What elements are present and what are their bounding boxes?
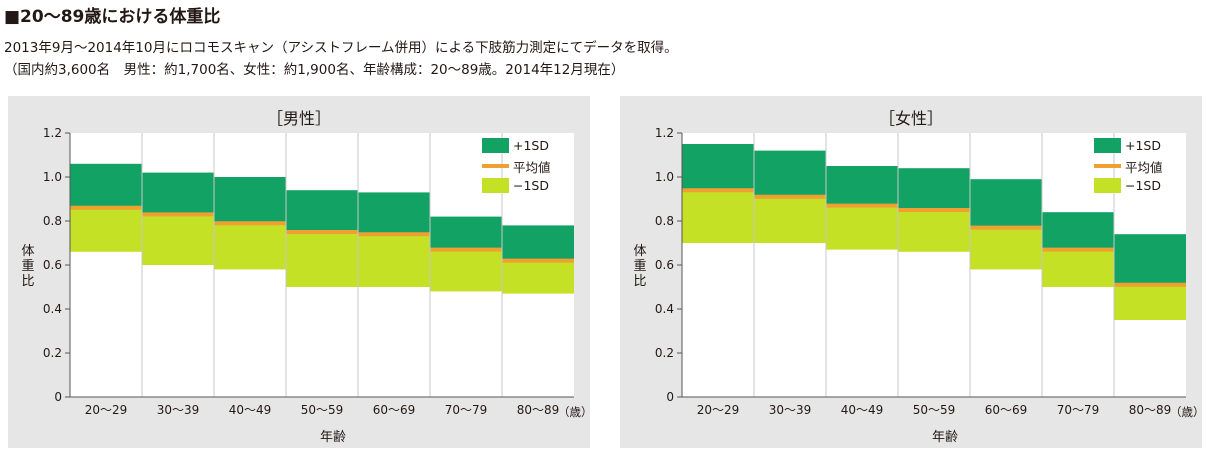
- bar-plus-sd-female-2: [826, 166, 898, 206]
- x-tick-label-male-6: 80～89: [517, 403, 560, 417]
- x-tick-label-female-4: 60～69: [985, 403, 1028, 417]
- bar-minus-sd-male-1: [142, 214, 214, 265]
- chart-panel-male: 0 0.2 0.4 0.6 0.8 1.0 1.2 20～29 30～39 40～49 50～59 6…: [8, 96, 593, 448]
- y-tick-label-female-1: 0.2: [655, 346, 674, 360]
- legend-swatch-minus-sd: [482, 178, 509, 193]
- x-tick-label-male-0: 20～29: [85, 403, 128, 417]
- bar-minus-sd-female-1: [754, 196, 826, 243]
- legend-label-minus-sd: −1SD: [1125, 178, 1161, 193]
- bar-minus-sd-male-2: [214, 223, 286, 270]
- y-tick-label-male-6: 1.2: [43, 126, 62, 140]
- x-tick-label-female-1: 30～39: [769, 403, 812, 417]
- legend-swatch-minus-sd: [1094, 178, 1121, 193]
- y-tick-label-female-5: 1.0: [655, 170, 674, 184]
- x-axis-label-male: 年齢: [319, 430, 346, 445]
- y-tick-label-male-1: 0.2: [43, 346, 62, 360]
- chart-svg-male: 0 0.2 0.4 0.6 0.8 1.0 1.2 20～29 30～39 40～49 50～59 6…: [43, 126, 574, 417]
- y-tick-label-female-6: 1.2: [655, 126, 674, 140]
- x-tick-label-female-2: 40～49: [841, 403, 884, 417]
- bar-minus-sd-female-5: [1042, 249, 1114, 287]
- bar-plus-sd-male-6: [502, 225, 574, 261]
- y-tick-label-male-4: 0.8: [43, 214, 62, 228]
- legend-label-mean: 平均値: [1125, 160, 1163, 175]
- x-axis-unit-female: （歳）: [1170, 405, 1205, 419]
- y-axis-label-male: 体重比: [21, 244, 35, 289]
- legend-swatch-plus-sd: [482, 138, 509, 153]
- y-tick-label-male-5: 1.0: [43, 170, 62, 184]
- bar-plus-sd-male-1: [142, 172, 214, 215]
- bar-minus-sd-female-2: [826, 205, 898, 250]
- bar-plus-sd-female-4: [970, 179, 1042, 228]
- bar-plus-sd-male-0: [70, 163, 142, 208]
- bar-minus-sd-female-4: [970, 227, 1042, 270]
- y-tick-label-male-2: 0.4: [43, 302, 62, 316]
- legend-swatch-mean: [482, 164, 509, 168]
- bar-minus-sd-male-3: [286, 232, 358, 287]
- bar-plus-sd-female-0: [682, 144, 754, 191]
- chart-title-female: ［女性］: [878, 109, 943, 128]
- chart-panel-female: 0 0.2 0.4 0.6 0.8 1.0 1.2 20～29 30～39 40～49 50～59 6…: [620, 96, 1205, 448]
- bar-plus-sd-female-5: [1042, 212, 1114, 250]
- bar-minus-sd-male-6: [502, 260, 574, 294]
- chart-svg-female: 0 0.2 0.4 0.6 0.8 1.0 1.2 20～29 30～39 40～49 50～59 6…: [655, 126, 1186, 417]
- y-axis-label-female: 体重比: [633, 244, 647, 289]
- bar-minus-sd-male-4: [358, 234, 430, 287]
- y-tick-label-male-3: 0.6: [43, 258, 62, 272]
- page-title: ■20～89歳における体重比: [4, 7, 221, 27]
- x-tick-label-male-3: 50～59: [301, 403, 344, 417]
- description-line-2: （国内約3,600名 男性：約1,700名、女性：約1,900名、年齢構成：20…: [4, 62, 625, 78]
- legend-label-plus-sd: +1SD: [1125, 138, 1161, 153]
- x-tick-label-female-5: 70～79: [1057, 403, 1100, 417]
- x-axis-label-female: 年齢: [931, 430, 958, 445]
- bar-plus-sd-female-3: [898, 168, 970, 210]
- y-tick-label-female-4: 0.8: [655, 214, 674, 228]
- legend-label-minus-sd: −1SD: [513, 178, 549, 193]
- x-tick-label-female-0: 20～29: [697, 403, 740, 417]
- bar-minus-sd-male-5: [430, 249, 502, 292]
- x-tick-label-male-4: 60～69: [373, 403, 416, 417]
- bar-minus-sd-female-6: [1114, 284, 1186, 320]
- legend-swatch-mean: [1094, 164, 1121, 168]
- chart-title-male: ［男性］: [266, 109, 331, 128]
- y-tick-label-female-3: 0.6: [655, 258, 674, 272]
- bar-minus-sd-female-3: [898, 210, 970, 252]
- x-tick-label-male-5: 70～79: [445, 403, 488, 417]
- x-tick-label-female-6: 80～89: [1129, 403, 1172, 417]
- bar-plus-sd-male-5: [430, 216, 502, 250]
- x-tick-label-female-3: 50～59: [913, 403, 956, 417]
- legend-label-mean: 平均値: [513, 160, 551, 175]
- bar-plus-sd-male-4: [358, 192, 430, 235]
- description-line-1: 2013年9月～2014年10月にロコモスキャン（アシストフレーム併用）による下…: [4, 40, 678, 56]
- bar-minus-sd-male-0: [70, 207, 142, 252]
- y-tick-label-male-0: 0: [54, 390, 62, 404]
- y-tick-label-female-2: 0.4: [655, 302, 674, 316]
- bar-plus-sd-male-3: [286, 190, 358, 232]
- y-tick-label-female-0: 0: [666, 390, 674, 404]
- x-axis-unit-male: （歳）: [558, 405, 593, 419]
- bar-minus-sd-female-0: [682, 190, 754, 243]
- x-tick-label-male-1: 30～39: [157, 403, 200, 417]
- x-tick-label-male-2: 40～49: [229, 403, 272, 417]
- legend-label-plus-sd: +1SD: [513, 138, 549, 153]
- legend-swatch-plus-sd: [1094, 138, 1121, 153]
- bar-plus-sd-female-1: [754, 150, 826, 197]
- bar-plus-sd-male-2: [214, 177, 286, 224]
- bar-plus-sd-female-6: [1114, 234, 1186, 285]
